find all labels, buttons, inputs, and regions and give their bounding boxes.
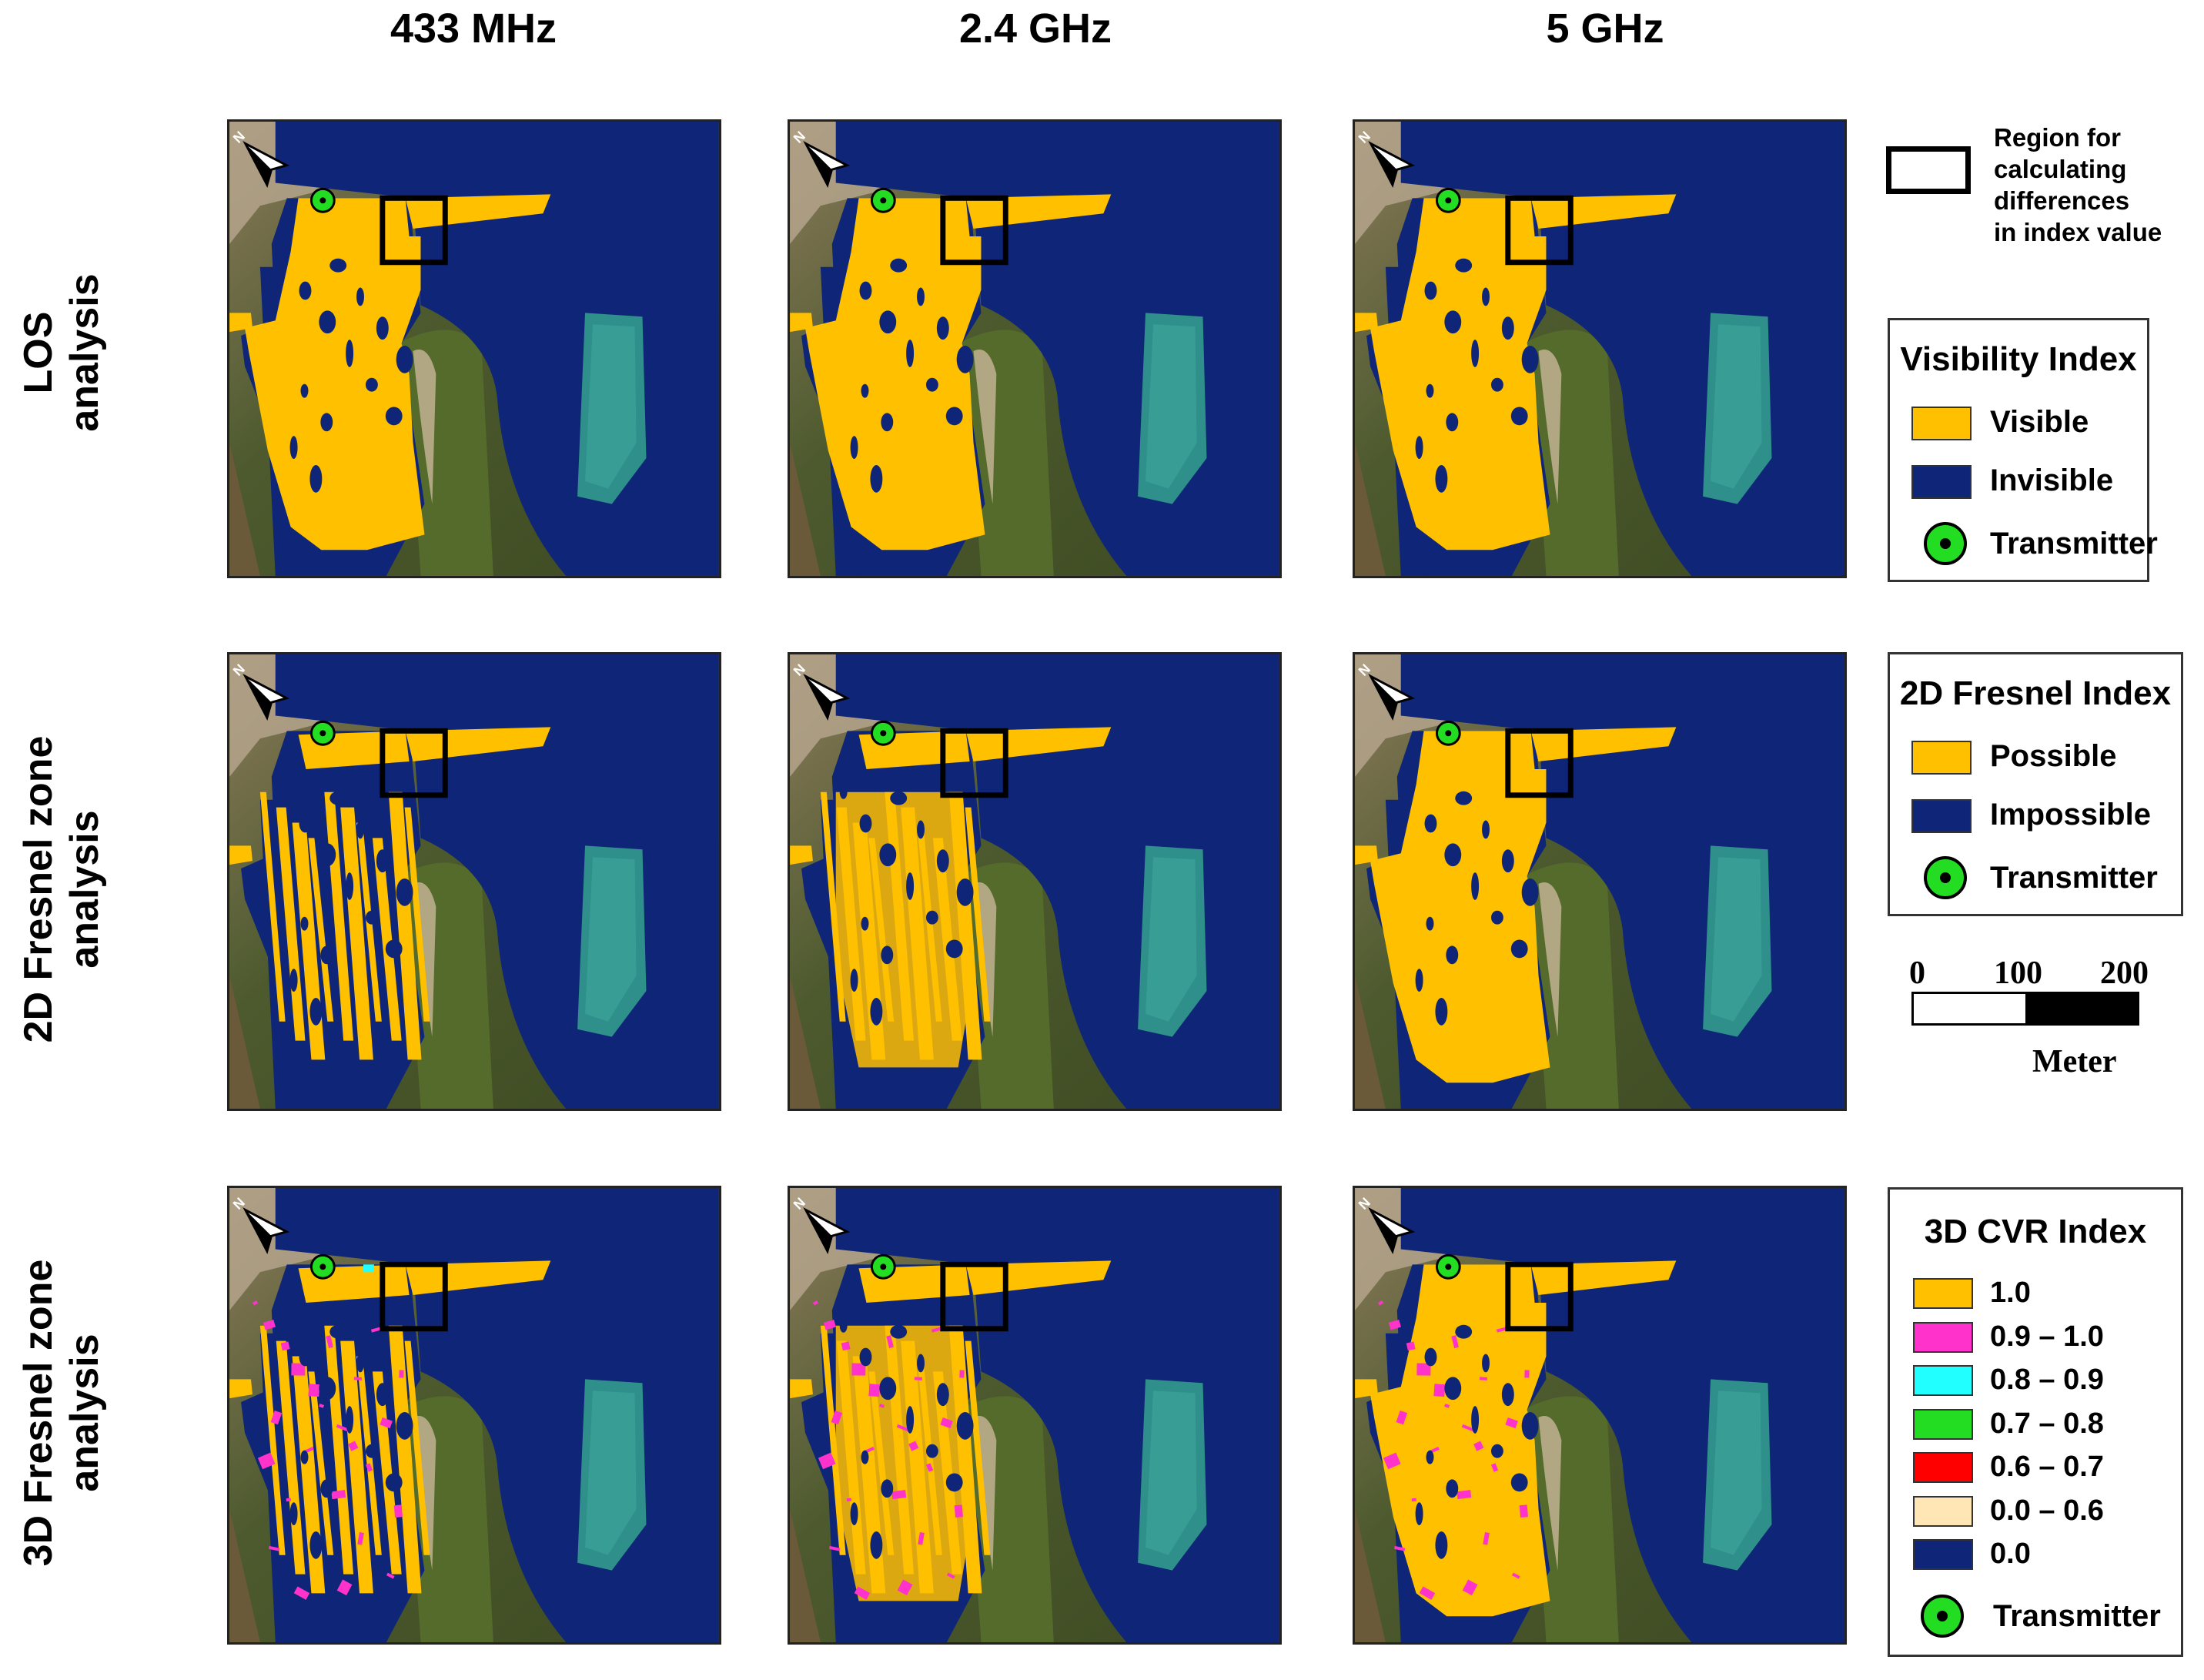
legend-label: 0.6 – 0.7 <box>1990 1451 2104 1483</box>
legend-label: Transmitter <box>1990 527 2158 561</box>
map-los-2-4ghz: N <box>788 119 1282 578</box>
map-image: N <box>1355 1188 1844 1642</box>
legend-swatch <box>1913 1278 1973 1309</box>
legend-title: 2D Fresnel Index <box>1899 674 2172 712</box>
row-title-line: 2D Fresnel zone <box>16 735 61 1043</box>
map-image: N <box>790 1188 1279 1642</box>
legend-label: Transmitter <box>1990 861 2158 895</box>
transmitter-icon <box>1924 522 1967 565</box>
legend-label: 0.7 – 0.8 <box>1990 1407 2104 1440</box>
region-legend-line: in index value <box>1994 218 2162 246</box>
scale-tick: 0 <box>1909 955 1925 991</box>
row-title-line: analysis <box>62 810 107 969</box>
map-3d-fresnel-2-4ghz: N <box>788 1186 1282 1645</box>
map-los-433mhz: N <box>227 119 721 578</box>
row-title-3d-fresnel: 3D Fresnel zone analysis <box>15 1193 108 1632</box>
region-legend-line: Region for <box>1994 123 2121 152</box>
legend-swatch-visible <box>1911 407 1972 440</box>
region-box-swatch <box>1886 146 1971 194</box>
legend-swatch <box>1913 1321 1973 1353</box>
map-image: N <box>790 122 1279 576</box>
legend-label: Possible <box>1990 739 2117 773</box>
legend-swatch <box>1913 1539 1973 1570</box>
legend-label: Invisible <box>1990 464 2114 497</box>
legend-label: 0.8 – 0.9 <box>1990 1364 2104 1396</box>
legend-swatch <box>1913 1408 1973 1440</box>
row-title-line: 3D Fresnel zone <box>16 1259 61 1567</box>
legend-title: 3D CVR Index <box>1924 1213 2147 1250</box>
legend-swatch <box>1913 1452 1973 1483</box>
legend-label: 0.0 <box>1990 1538 2031 1570</box>
region-legend-text: Region for calculating differences in in… <box>1994 122 2162 248</box>
fresnel2d-legend: 2D Fresnel Index Possible Impossible Tra… <box>1888 652 2183 916</box>
legend-label: 0.9 – 1.0 <box>1990 1320 2104 1353</box>
map-2d-fresnel-2-4ghz: N <box>788 652 1282 1111</box>
transmitter-icon <box>1924 856 1967 899</box>
map-3d-fresnel-5ghz: N <box>1353 1186 1847 1645</box>
map-image: N <box>790 654 1279 1109</box>
scale-tick: 200 <box>2100 955 2149 991</box>
map-image: N <box>229 1188 719 1642</box>
cvr-legend: 3D CVR Index 1.0 0.9 – 1.0 0.8 – 0.9 0.7 – … <box>1888 1187 2183 1657</box>
legend-swatch-impossible <box>1911 799 1972 833</box>
scale-unit: Meter <box>2032 1044 2117 1079</box>
legend-label: 1.0 <box>1990 1277 2031 1309</box>
row-title-line: analysis <box>62 1334 107 1492</box>
row-title-line: LOS <box>16 311 61 394</box>
scale-bar <box>1911 992 2139 1026</box>
map-image: N <box>229 122 719 576</box>
column-title-433mhz: 433 MHz <box>390 5 557 52</box>
region-legend-line: calculating <box>1994 155 2127 183</box>
map-2d-fresnel-5ghz: N <box>1353 652 1847 1111</box>
transmitter-icon <box>1921 1595 1964 1638</box>
visibility-legend: Visibility Index Visible Invisible Trans… <box>1888 318 2158 582</box>
scale-tick: 100 <box>1994 955 2042 991</box>
legend-label: Visible <box>1990 405 2089 439</box>
column-title-2-4ghz: 2.4 GHz <box>958 5 1112 52</box>
row-title-los: LOS analysis <box>15 160 108 545</box>
row-title-2d-fresnel: 2D Fresnel zone analysis <box>15 670 108 1109</box>
legend-title: Visibility Index <box>1900 340 2137 378</box>
map-image: N <box>1355 654 1844 1109</box>
legend-swatch-possible <box>1911 741 1972 775</box>
legend-label: Transmitter <box>1993 1599 2161 1633</box>
row-title-line: analysis <box>62 273 107 432</box>
map-los-5ghz: N <box>1353 119 1847 578</box>
region-legend-line: differences <box>1994 186 2130 215</box>
legend-label: 0.0 – 0.6 <box>1990 1494 2104 1527</box>
map-2d-fresnel-433mhz: N <box>227 652 721 1111</box>
map-3d-fresnel-433mhz: N <box>227 1186 721 1645</box>
map-image: N <box>229 654 719 1109</box>
legend-swatch <box>1913 1495 1973 1527</box>
column-title-5ghz: 5 GHz <box>1546 5 1664 52</box>
legend-swatch-invisible <box>1911 465 1972 499</box>
legend-label: Impossible <box>1990 798 2151 832</box>
legend-swatch <box>1913 1365 1973 1396</box>
map-image: N <box>1355 122 1844 576</box>
